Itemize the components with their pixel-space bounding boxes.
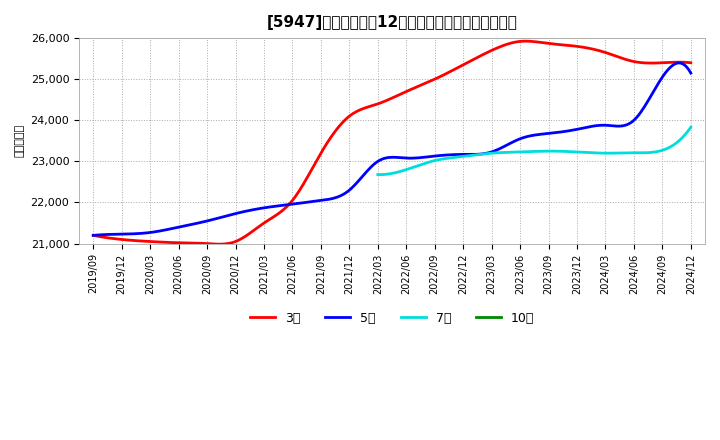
Y-axis label: （百万円）: （百万円） bbox=[15, 124, 25, 158]
Legend: 3年, 5年, 7年, 10年: 3年, 5年, 7年, 10年 bbox=[245, 307, 539, 330]
Title: [5947]　当期純利益12か月移動合計の平均値の推移: [5947] 当期純利益12か月移動合計の平均値の推移 bbox=[266, 15, 518, 30]
